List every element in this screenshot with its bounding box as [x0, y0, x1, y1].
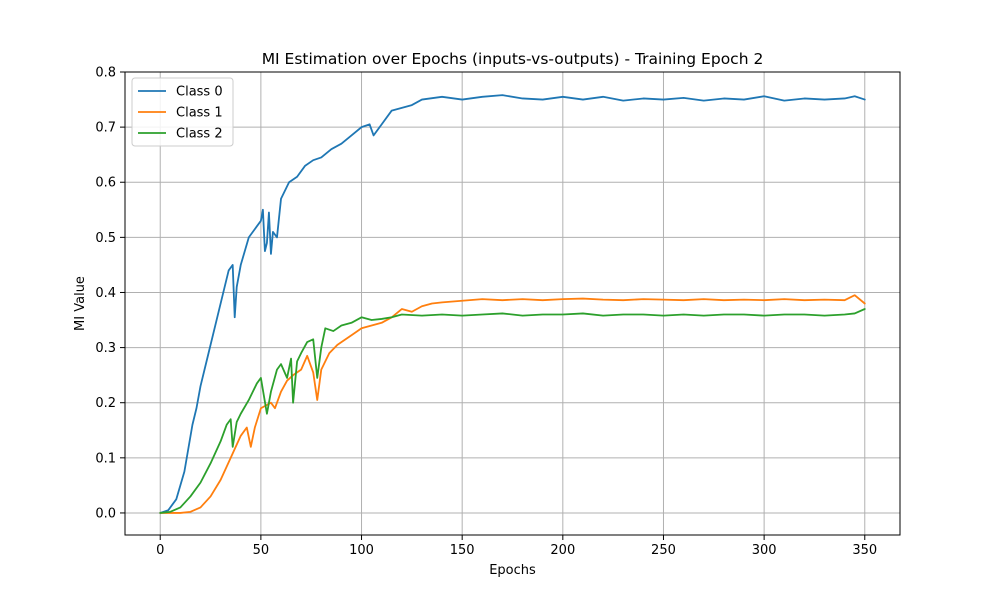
legend-label: Class 0: [176, 85, 223, 100]
y-tick-label: 0.8: [95, 66, 116, 81]
plot-frame: [124, 71, 901, 536]
legend: Class 0 Class 1 Class 2: [131, 77, 234, 147]
x-tick-label: 250: [651, 543, 676, 558]
x-axis-label: Epochs: [489, 563, 536, 578]
y-axis-label: MI Value: [73, 276, 88, 331]
series-line-class-1: [159, 294, 866, 514]
y-tick-label: 0.2: [95, 396, 116, 411]
y-tick-label: 0.6: [95, 176, 116, 191]
series-layer: [159, 94, 866, 514]
series-line-class-2: [159, 308, 866, 514]
x-tick-label: 350: [852, 543, 877, 558]
x-tick-label: 200: [550, 543, 575, 558]
legend-label: Class 2: [176, 127, 223, 142]
y-tick-label: 0.3: [95, 341, 116, 356]
y-tick-label: 0.4: [95, 286, 116, 301]
tick-layer: 0 50 100 150 200 250 300 350 0.0 0.1 0.2 0.3 0.4 0.5 0…: [95, 66, 877, 559]
y-tick-label: 0.5: [95, 231, 116, 246]
chart-title: MI Estimation over Epochs (inputs-vs-out…: [262, 50, 764, 68]
y-tick-label: 0.1: [95, 451, 116, 466]
legend-entries: Class 0 Class 1 Class 2: [138, 85, 223, 142]
x-tick-label: 300: [752, 543, 777, 558]
x-tick-label: 0: [156, 543, 164, 558]
plot-area: [125, 72, 900, 535]
x-tick-label: 50: [253, 543, 270, 558]
series-line-class-0: [159, 94, 866, 514]
x-tick-label: 100: [349, 543, 374, 558]
legend-label: Class 1: [176, 106, 223, 121]
legend-box: [131, 77, 234, 147]
x-tick-label: 150: [450, 543, 475, 558]
y-tick-label: 0.0: [95, 506, 116, 521]
y-tick-label: 0.7: [95, 121, 116, 136]
